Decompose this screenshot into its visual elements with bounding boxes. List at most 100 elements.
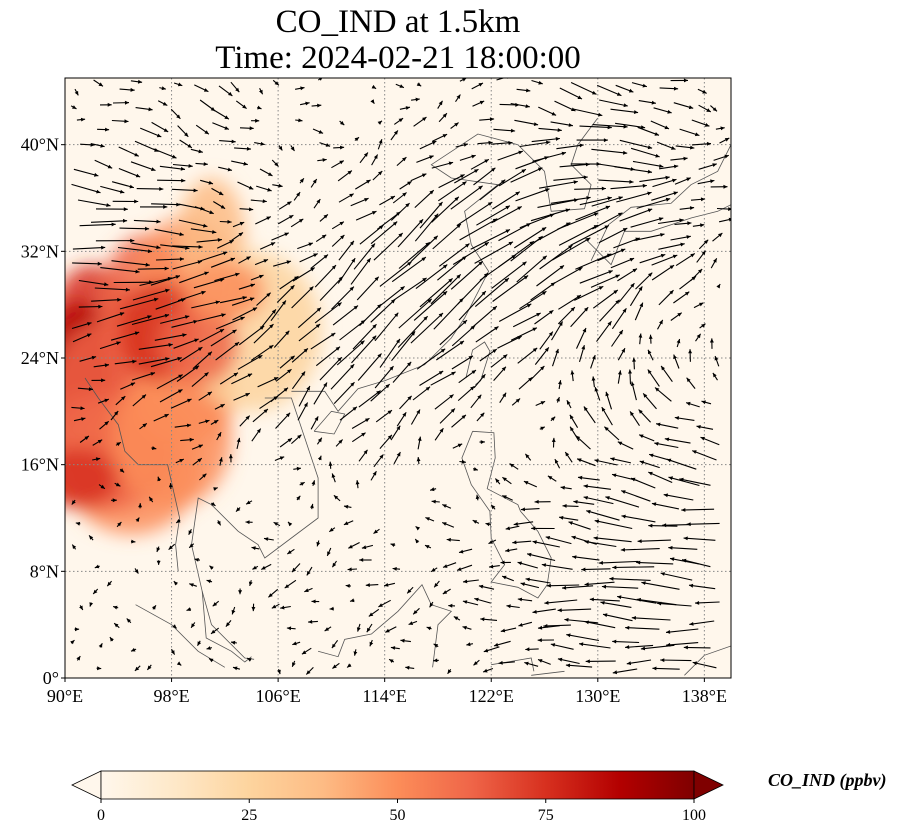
- wind-arrow: [279, 437, 293, 448]
- wind-arrow: [131, 313, 170, 326]
- wind-arrow: [70, 639, 75, 645]
- wind-arrow: [278, 201, 292, 210]
- wind-arrow: [634, 302, 644, 321]
- wind-arrow: [338, 193, 354, 203]
- wind-arrow: [517, 347, 538, 364]
- wind-arrow: [297, 402, 309, 421]
- wind-arrow: [92, 457, 101, 462]
- wind-arrow: [239, 207, 254, 212]
- lon-tick-label: 122°E: [469, 686, 514, 706]
- wind-arrow: [118, 146, 140, 157]
- wind-arrow: [235, 100, 247, 110]
- wind-arrow: [498, 168, 527, 187]
- wind-arrow: [194, 84, 209, 93]
- wind-arrow: [455, 94, 461, 103]
- lon-tick-label: 90°E: [47, 686, 83, 706]
- wind-arrow: [655, 422, 679, 429]
- wind-arrow: [470, 229, 511, 250]
- wind-arrow: [458, 548, 473, 554]
- wind-arrow: [74, 627, 80, 632]
- wind-arrow: [312, 128, 324, 134]
- wind-arrow: [636, 197, 671, 209]
- wind-arrow: [156, 546, 161, 553]
- wind-arrow: [271, 159, 279, 167]
- wind-arrow: [575, 435, 591, 450]
- wind-arrow: [324, 626, 332, 632]
- wind-arrow: [614, 166, 653, 174]
- wind-arrow: [685, 401, 700, 408]
- wind-arrow: [336, 340, 365, 366]
- wind-arrow: [120, 382, 136, 390]
- wind-arrow: [424, 544, 432, 549]
- wind-arrow: [413, 290, 448, 321]
- wind-arrow: [116, 521, 122, 528]
- wind-arrow: [408, 620, 418, 626]
- wind-arrow: [371, 84, 377, 90]
- wind-arrow: [471, 82, 484, 90]
- wind-arrow: [426, 626, 432, 631]
- wind-arrow: [690, 197, 706, 202]
- wind-arrow: [79, 605, 84, 611]
- wind-arrow: [231, 160, 248, 166]
- wind-arrow: [713, 154, 729, 161]
- wind-arrow: [442, 503, 452, 509]
- wind-arrow: [690, 268, 703, 282]
- wind-arrow: [306, 566, 313, 576]
- wind-arrow: [359, 224, 384, 245]
- wind-arrow: [398, 241, 431, 269]
- wind-arrow: [693, 302, 704, 309]
- wind-arrow: [516, 255, 548, 283]
- wind-arrow: [192, 351, 213, 370]
- wind-arrow: [454, 168, 479, 184]
- wind-arrow: [343, 504, 352, 509]
- wind-arrow: [605, 496, 640, 508]
- lat-tick-label: 16°N: [21, 455, 59, 475]
- wind-arrow: [112, 199, 139, 204]
- wind-arrow: [298, 385, 311, 407]
- wind-arrow: [632, 160, 664, 168]
- colorbar: 0 25 50 75 100: [71, 770, 724, 824]
- wind-arrow: [419, 140, 437, 150]
- wind-arrow: [92, 439, 103, 446]
- wind-arrow: [355, 210, 377, 221]
- wind-arrow: [448, 603, 456, 608]
- wind-arrow: [524, 661, 539, 667]
- wind-arrow: [659, 164, 679, 170]
- wind-arrow: [397, 218, 424, 248]
- wind-arrow: [452, 241, 490, 265]
- wind-arrow: [714, 355, 720, 367]
- wind-arrow: [316, 540, 321, 547]
- wind-arrow: [97, 127, 110, 132]
- wind-arrow: [554, 458, 561, 469]
- wind-arrow: [630, 381, 637, 401]
- latitude-axis: 0° 8°N 16°N 24°N 32°N 40°N: [21, 135, 65, 688]
- wind-arrow: [637, 539, 671, 544]
- wind-arrow: [331, 286, 355, 310]
- wind-arrow: [574, 285, 604, 301]
- wind-arrow: [698, 104, 712, 113]
- lon-tick-label: 138°E: [682, 686, 727, 706]
- wind-arrow: [650, 120, 670, 130]
- coastline-4: [313, 410, 346, 435]
- wind-arrow: [589, 597, 620, 602]
- wind-arrow: [419, 201, 443, 229]
- coastline-6: [590, 144, 731, 261]
- wind-arrow: [451, 355, 474, 370]
- wind-arrow: [210, 329, 237, 347]
- wind-arrow: [545, 536, 572, 545]
- wind-arrow: [531, 137, 560, 143]
- wind-arrow: [359, 558, 372, 562]
- wind-arrow: [535, 400, 546, 407]
- wind-arrow: [88, 535, 94, 541]
- wind-arrow: [218, 85, 233, 97]
- wind-arrow: [153, 413, 169, 422]
- wind-arrow: [72, 333, 92, 343]
- wind-arrow: [518, 376, 533, 390]
- wind-arrow: [480, 617, 498, 622]
- wind-arrow: [395, 83, 405, 89]
- wind-arrow: [447, 668, 452, 675]
- wind-arrow: [151, 446, 157, 450]
- wind-arrow: [275, 368, 292, 382]
- wind-arrow: [79, 435, 90, 443]
- wind-arrow: [654, 387, 672, 402]
